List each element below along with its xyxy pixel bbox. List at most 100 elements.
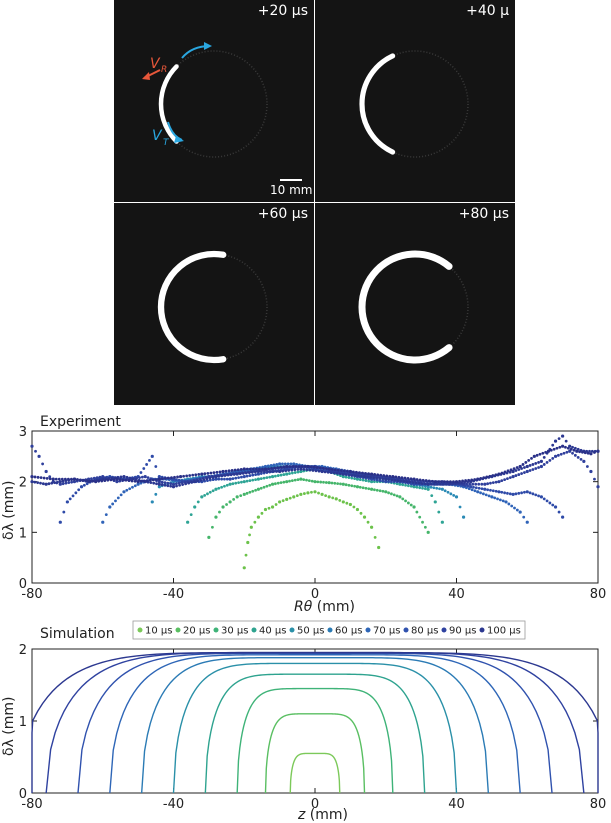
data-point — [362, 515, 367, 519]
data-point — [367, 472, 370, 476]
data-point — [542, 497, 546, 501]
data-point — [559, 452, 563, 456]
data-point — [497, 480, 501, 484]
data-point — [133, 479, 137, 483]
data-point — [291, 465, 295, 468]
data-point — [440, 487, 444, 491]
data-point — [537, 494, 540, 498]
data-point — [503, 491, 507, 495]
data-point — [409, 503, 413, 507]
ring-drawing — [359, 50, 469, 158]
data-point — [261, 467, 264, 471]
data-point — [369, 475, 372, 479]
data-point — [589, 469, 593, 474]
data-point — [466, 484, 470, 488]
data-point — [248, 533, 251, 537]
data-point — [327, 481, 331, 485]
data-point — [270, 475, 275, 479]
data-point — [382, 474, 386, 477]
data-point — [484, 493, 488, 497]
data-point — [37, 454, 41, 458]
data-point — [260, 511, 264, 515]
data-point — [381, 489, 385, 493]
data-point — [274, 503, 278, 506]
data-point — [169, 482, 173, 486]
data-point — [290, 479, 294, 483]
data-point — [506, 477, 509, 481]
legend: 10 μs 20 μs 30 μs 40 μs 50 μs 60 μs 70 μs 80 μs… — [137, 626, 521, 637]
data-point — [57, 477, 61, 481]
data-point — [306, 464, 310, 469]
data-point — [297, 465, 301, 468]
photo-panel: +60 μs — [114, 203, 314, 405]
data-point — [290, 468, 294, 472]
legend-marker — [289, 627, 295, 633]
data-point — [269, 464, 273, 467]
data-point — [258, 467, 261, 471]
legend-marker — [175, 627, 181, 633]
series-line — [109, 654, 521, 794]
data-point — [242, 480, 246, 484]
data-point — [395, 482, 399, 486]
data-point — [152, 481, 156, 485]
data-point — [438, 487, 441, 491]
data-point — [281, 469, 285, 473]
data-point — [415, 478, 419, 481]
data-point — [538, 452, 542, 456]
simulation-chart: Simulation 10 μs 20 μs 30 μs 40 μs 50 μs 60 μ… — [1, 620, 606, 823]
data-point — [429, 485, 433, 489]
data-point — [203, 472, 207, 476]
data-point — [449, 480, 452, 484]
x-tick-label: 0 — [311, 587, 319, 602]
data-point — [245, 479, 249, 483]
data-point — [376, 473, 380, 477]
data-point — [520, 491, 523, 495]
data-point — [549, 448, 553, 452]
data-point — [409, 477, 413, 481]
data-point — [265, 484, 269, 488]
data-point — [426, 530, 430, 534]
series-line — [204, 673, 426, 794]
data-point — [61, 482, 65, 486]
y-tick-label: 1 — [19, 526, 27, 541]
data-point — [470, 488, 474, 492]
data-point — [553, 439, 558, 443]
data-point — [436, 480, 440, 484]
data-point — [476, 490, 480, 494]
data-point — [44, 469, 48, 474]
data-point — [348, 469, 352, 474]
data-point — [299, 477, 303, 481]
series-line — [77, 652, 553, 794]
data-point — [260, 470, 263, 473]
x-ticks: -80 -40 0 40 80 — [21, 431, 606, 602]
data-point — [39, 481, 42, 485]
data-point — [449, 492, 453, 496]
data-point — [63, 477, 67, 481]
data-point — [500, 479, 504, 483]
data-point — [359, 511, 363, 515]
data-point — [517, 468, 521, 471]
data-point — [142, 479, 146, 483]
data-point — [387, 480, 390, 484]
data-point — [185, 474, 189, 478]
legend-label: 30 μs — [221, 626, 248, 637]
data-point — [353, 477, 357, 481]
data-point — [164, 477, 167, 480]
plot-frame — [31, 430, 599, 584]
data-point — [483, 487, 487, 491]
data-point — [218, 470, 222, 474]
data-point — [333, 468, 337, 472]
data-point — [207, 535, 211, 539]
data-point — [268, 475, 272, 479]
data-point — [323, 470, 327, 474]
data-point — [467, 478, 471, 482]
data-point — [510, 504, 514, 508]
data-point — [242, 467, 246, 471]
x-axis-unit: (mm) — [312, 599, 355, 615]
data-point — [217, 474, 221, 478]
data-point — [443, 489, 447, 493]
vr-arrowhead-icon — [142, 72, 150, 80]
data-point — [131, 477, 135, 481]
data-point — [553, 454, 558, 458]
data-point — [525, 469, 529, 474]
